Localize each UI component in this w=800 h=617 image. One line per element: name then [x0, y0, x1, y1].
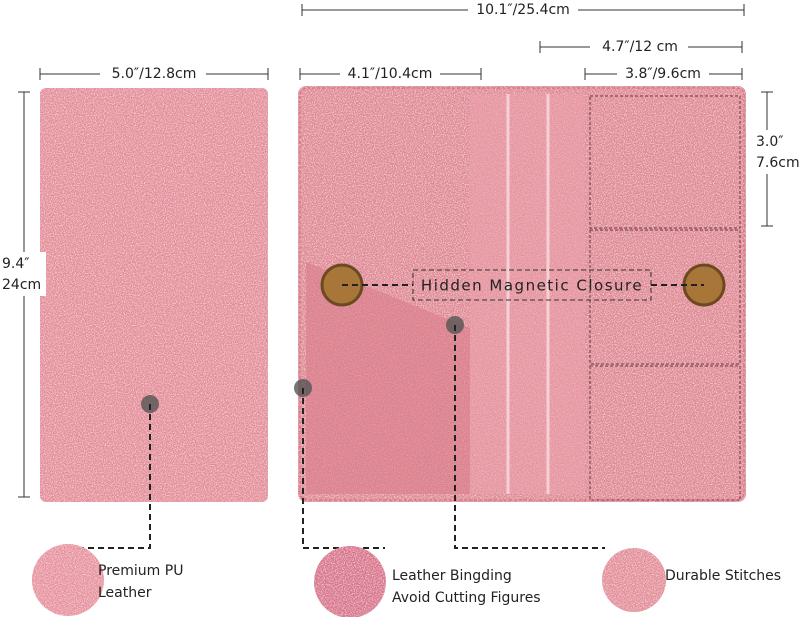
stitching	[299, 87, 745, 501]
pocket	[589, 365, 741, 501]
dimension-label: 3.8″/9.6cm	[625, 66, 701, 82]
feature-label: Premium PU	[98, 563, 183, 579]
swatch	[314, 546, 386, 617]
label-bg	[590, 38, 688, 56]
card-strips	[470, 94, 585, 494]
label-bg	[468, 1, 578, 19]
dimension-label: 5.0″/12.8cm	[112, 66, 197, 82]
leader	[454, 325, 605, 549]
dimension-label: 4.7″/12 cm	[602, 39, 678, 55]
feature-label: Leather Bingding	[392, 568, 512, 584]
feature-label: Avoid Cutting Figures	[392, 590, 541, 606]
closed-wallet	[40, 88, 268, 502]
callout-label: Hidden Magnetic Closure	[421, 277, 643, 295]
label-bg	[752, 130, 798, 174]
pocket	[589, 95, 741, 229]
dimension-label: 24cm	[2, 277, 41, 293]
dimension-label: 3.0″	[756, 134, 784, 150]
dimension-label: 10.1″/25.4cm	[476, 2, 570, 18]
slant-pocket	[306, 262, 470, 494]
feature-label: Durable Stitches	[665, 568, 781, 584]
dimension-label: 7.6cm	[756, 155, 800, 171]
pocket	[589, 229, 741, 365]
swatch	[32, 544, 104, 616]
swatch	[602, 548, 666, 612]
feature-label: Leather	[98, 585, 152, 601]
label-bg	[340, 65, 440, 83]
dimension-label: 9.4″	[2, 256, 30, 272]
dimension-label: 4.1″/10.4cm	[348, 66, 433, 82]
label-bg	[100, 65, 206, 83]
label-bg	[0, 252, 46, 296]
leader	[72, 404, 151, 549]
label-bg	[617, 65, 709, 83]
